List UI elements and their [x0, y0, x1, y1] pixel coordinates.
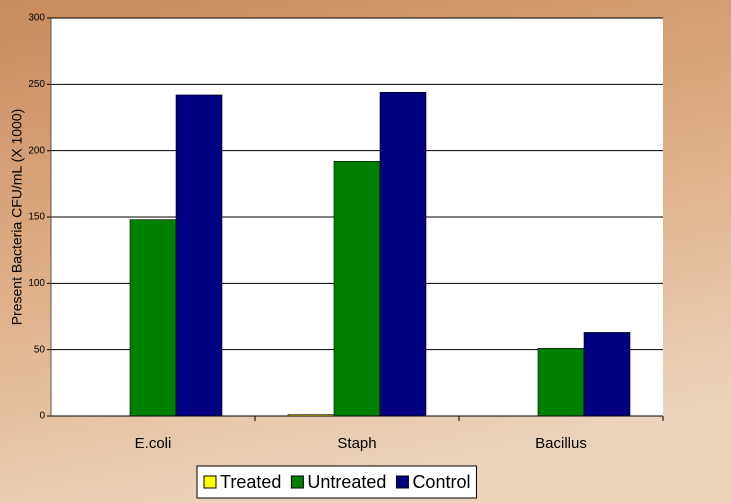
- bar: [583, 332, 631, 417]
- legend-box: [196, 465, 477, 499]
- x-tick-label: E.coli: [135, 435, 172, 452]
- bar: [175, 94, 223, 417]
- y-axis-label: Present Bacteria CFU/mL (X 1000): [9, 109, 25, 326]
- y-tick-label: 100: [28, 278, 45, 289]
- bar: [379, 91, 427, 417]
- bar: [333, 160, 381, 417]
- legend-swatch: [395, 475, 409, 489]
- y-tick-label: 50: [34, 344, 46, 355]
- legend-label: Treated: [220, 472, 281, 492]
- legend-label: Untreated: [307, 472, 386, 492]
- legend-swatch: [203, 475, 217, 489]
- bar: [537, 348, 585, 417]
- x-tick-label: Bacillus: [535, 435, 587, 452]
- y-tick-label: 250: [28, 79, 45, 90]
- legend-swatch: [290, 475, 304, 489]
- y-tick-label: 300: [28, 13, 45, 24]
- legend: Treated Untreated Control: [196, 465, 477, 499]
- legend-label: Control: [412, 472, 470, 492]
- bar: [129, 219, 177, 417]
- x-tick-label: Staph: [337, 435, 376, 452]
- y-tick-label: 0: [39, 411, 45, 422]
- y-tick-label: 150: [28, 212, 45, 223]
- y-tick-label: 200: [28, 145, 45, 156]
